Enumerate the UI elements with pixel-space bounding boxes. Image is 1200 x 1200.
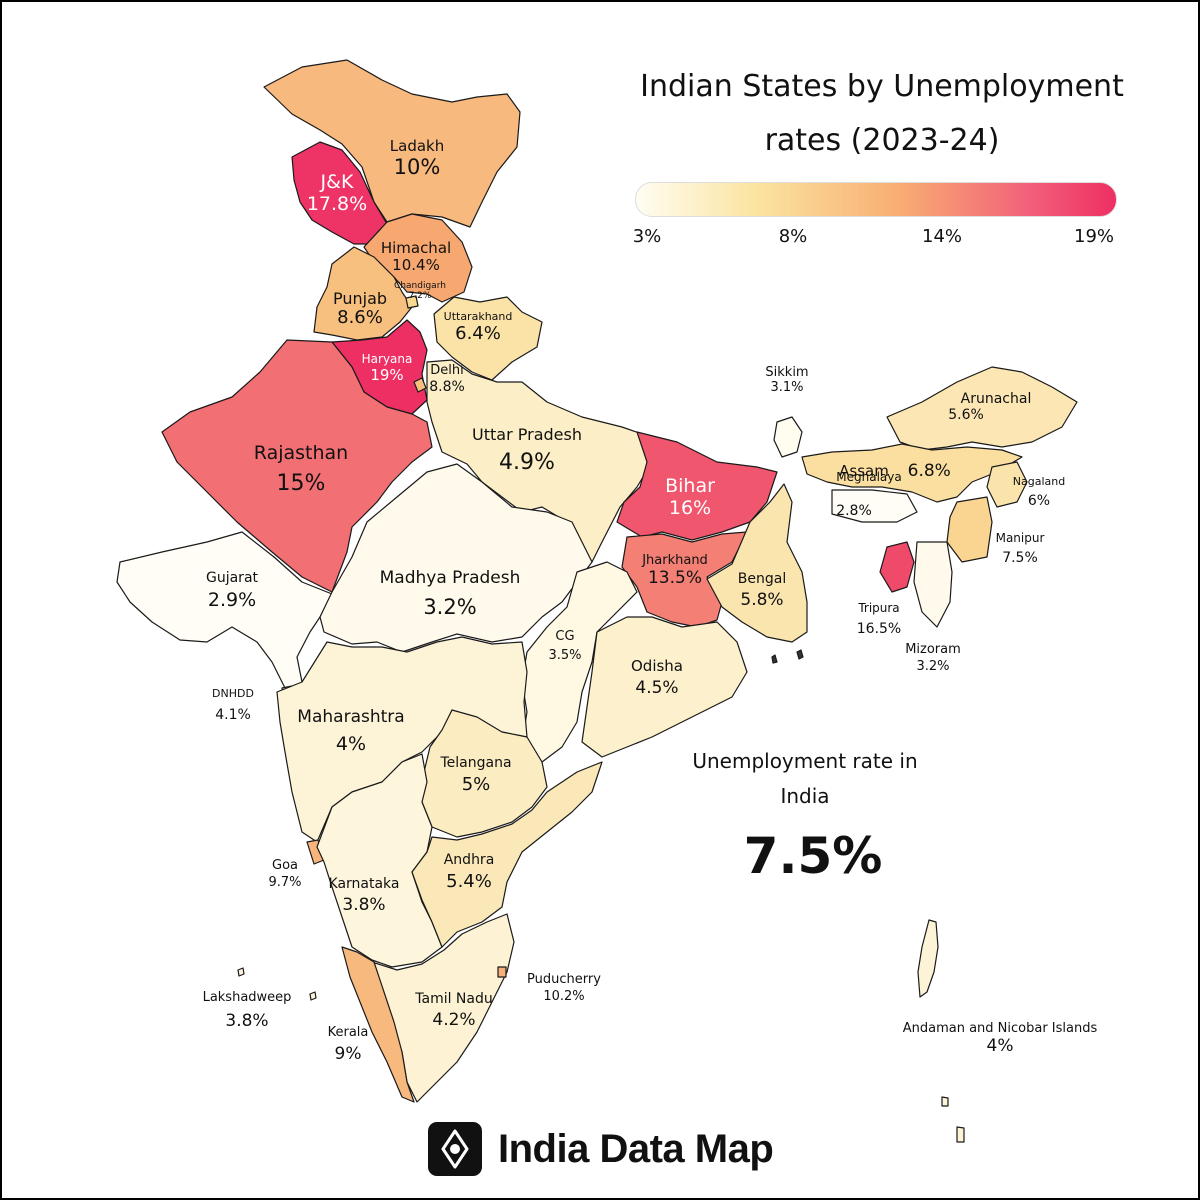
legend-tick-min: 3% [632,226,662,247]
region-mizoram[interactable] [913,541,953,628]
region-kerala[interactable] [341,946,415,1103]
region-puducherry[interactable] [497,966,507,978]
color-scale-legend [635,182,1117,217]
region-meghalaya[interactable] [831,489,918,523]
label-jharkhand: Jharkhand 13.5% [642,553,708,588]
label-uttarpradesh: Uttar Pradesh 4.9% [472,425,582,476]
region-nagaland[interactable] [986,461,1028,508]
label-manipur: Manipur 7.5% [995,531,1045,566]
legend-tick-3: 14% [921,226,963,247]
map-title: Indian States by Unemployment rates (202… [640,69,1124,158]
label-maharashtra: Maharashtra 4% [297,707,405,755]
label-haryana: Haryana 19% [361,352,413,384]
label-sikkim: Sikkim 3.1% [765,365,809,395]
region-andhra[interactable] [411,761,603,948]
label-madhyapradesh: Madhya Pradesh 3.2% [379,568,521,619]
region-tripura[interactable] [879,541,915,593]
label-puducherry: Puducherry 10.2% [527,972,601,1004]
label-bihar: Bihar 16% [665,475,715,519]
label-cg: CG 3.5% [548,629,582,663]
region-odisha[interactable] [581,616,748,758]
region-manipur[interactable] [946,496,993,563]
region-delhi[interactable] [413,377,427,393]
region-uttarpradesh[interactable] [426,359,653,563]
label-mizoram: Mizoram 3.2% [905,642,961,674]
region-uttarakhand[interactable] [433,296,543,381]
label-meghalaya: Meghalaya 2.8% [836,470,902,519]
label-odisha: Odisha 4.5% [630,657,684,699]
label-andhra: Andhra 5.4% [443,852,495,893]
region-assam[interactable] [801,443,1023,503]
region-cg[interactable] [521,561,638,763]
label-dnhdd: DNHDD 4.1% [212,687,254,723]
region-telangana[interactable] [421,709,548,838]
region-sikkim[interactable] [773,416,803,458]
label-gujarat: Gujarat 2.9% [205,570,259,612]
legend-tick-2: 8% [778,226,808,247]
brand-name: India Data Map [498,1126,774,1171]
label-assam: Assam 6.8% [839,461,951,481]
region-andaman[interactable] [917,919,965,1143]
label-uttarakhand: Uttarakhand 6.4% [443,310,513,344]
label-andaman: Andaman and Nicobar Islands 4% [902,1021,1098,1056]
label-telangana: Telangana 5% [440,755,512,796]
legend-tick-max: 19% [1073,226,1115,247]
region-arunachal[interactable] [886,366,1078,451]
label-ladakh: Ladakh 10% [389,137,445,180]
region-lakshadweep[interactable] [237,967,317,1001]
label-arunachal: Arunachal 5.6% [948,391,1032,424]
label-chandigarh: Chandigarh 7.2% [394,281,446,302]
national-rate-value: 7.5% [743,827,883,885]
map-pin-icon [428,1122,482,1176]
label-jk: J&K 17.8% [306,171,368,215]
island-decor [771,649,804,664]
label-kerala: Kerala 9% [327,1025,369,1064]
label-karnataka: Karnataka 3.8% [328,876,400,916]
label-lakshadweep: Lakshadweep 3.8% [202,990,292,1031]
label-tripura: Tripura 16.5% [856,601,902,637]
label-rajasthan: Rajasthan 15% [253,442,349,496]
label-delhi: Delhi 8.8% [429,363,465,395]
brand-footer: India Data Map [428,1122,774,1176]
label-goa: Goa 9.7% [268,858,302,890]
region-rajasthan[interactable] [161,339,433,593]
label-tamilnadu: Tamil Nadu 4.2% [415,991,493,1031]
label-himachal: Himachal 10.4% [380,239,452,275]
region-punjab[interactable] [313,246,413,341]
region-chandigarh[interactable] [405,295,419,309]
region-bengal[interactable] [706,483,808,643]
region-bihar[interactable] [616,431,778,541]
region-ladakh[interactable] [263,59,521,228]
label-punjab: Punjab 8.6% [332,289,388,329]
national-rate-label: Unemployment rate in India [692,749,918,808]
label-bengal: Bengal 5.8% [737,571,787,611]
region-madhyapradesh[interactable] [319,463,593,653]
label-nagaland: Nagaland 6% [1012,475,1066,509]
